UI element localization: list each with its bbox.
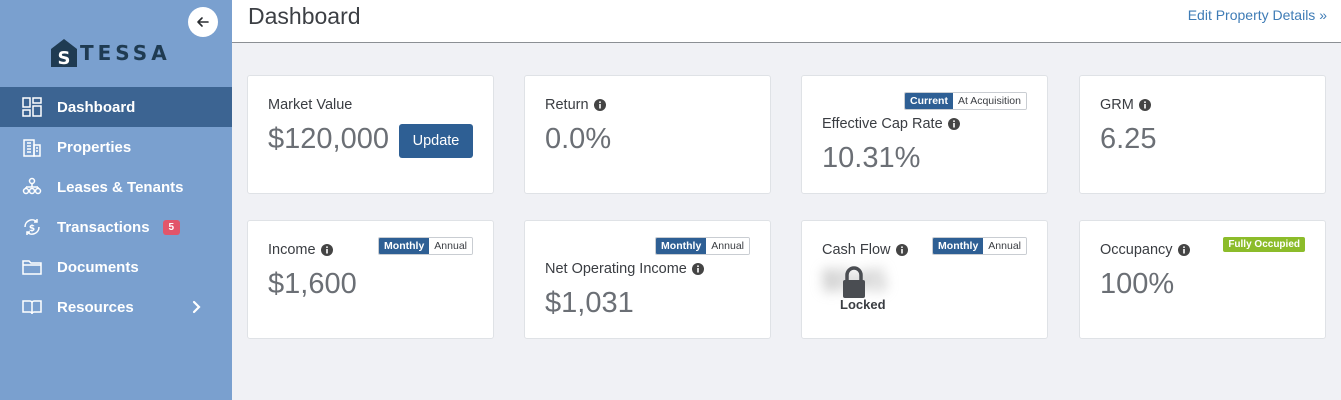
house-logo-icon: S (50, 38, 78, 69)
income-value: $1,600 (268, 268, 357, 300)
grm-value: 6.25 (1100, 123, 1157, 155)
info-icon[interactable] (320, 244, 333, 256)
toggle-monthly[interactable]: Monthly (656, 238, 707, 254)
card-label: Income (268, 242, 316, 258)
sidebar-item-label: Dashboard (57, 98, 136, 116)
transactions-count-badge: 5 (162, 219, 181, 235)
market-value: $120,000 (268, 123, 389, 155)
locked-label: Locked (840, 297, 886, 312)
folder-icon (21, 256, 43, 278)
page-header: Dashboard Edit Property Details » (232, 0, 1341, 43)
occupancy-card: Occupancy Fully Occupied 100% (1079, 220, 1326, 339)
card-label: Cash Flow (822, 242, 891, 258)
info-icon[interactable] (1138, 99, 1151, 111)
lock-icon (843, 266, 865, 298)
toggle-annual[interactable]: Annual (429, 238, 472, 254)
noi-value: $1,031 (545, 287, 634, 319)
return-card: Return 0.0% (524, 75, 771, 194)
market-value-card: Market Value $120,000 Update (247, 75, 494, 194)
chevron-right-icon (192, 300, 201, 314)
sidebar-item-dashboard[interactable]: Dashboard (0, 87, 232, 127)
return-value: 0.0% (545, 123, 612, 155)
sidebar-item-label: Leases & Tenants (57, 178, 184, 196)
sidebar-item-leases-tenants[interactable]: Leases & Tenants (0, 167, 232, 207)
current-acquisition-toggle: Current At Acquisition (904, 92, 1027, 110)
card-label: Effective Cap Rate (822, 116, 943, 132)
card-label: GRM (1100, 97, 1134, 113)
svg-text:$: $ (29, 224, 35, 234)
sidebar-item-properties[interactable]: Properties (0, 127, 232, 167)
cash-flow-card: Cash Flow Monthly Annual $545 Locked (801, 220, 1048, 339)
info-icon[interactable] (947, 118, 960, 130)
cap-rate-value: 10.31% (822, 142, 921, 174)
cap-rate-card: Current At Acquisition Effective Cap Rat… (801, 75, 1048, 194)
sidebar-item-label: Transactions (57, 218, 150, 236)
card-label-row: Income (268, 242, 333, 258)
building-icon (21, 136, 43, 158)
sidebar-item-label: Resources (57, 298, 134, 316)
card-label-row: GRM (1100, 97, 1151, 113)
monthly-annual-toggle: Monthly Annual (932, 237, 1027, 255)
logo-text: TESSA (80, 41, 171, 65)
arrow-left-icon (197, 17, 209, 27)
sidebar-item-transactions[interactable]: $ Transactions 5 (0, 207, 232, 247)
people-tree-icon (21, 176, 43, 198)
dashboard-icon (21, 96, 43, 118)
sidebar-item-label: Documents (57, 258, 139, 276)
toggle-monthly[interactable]: Monthly (933, 238, 984, 254)
occupancy-value: 100% (1100, 268, 1175, 300)
card-label-row: Cash Flow (822, 242, 908, 258)
sidebar-item-resources[interactable]: Resources (0, 287, 232, 327)
toggle-current[interactable]: Current (905, 93, 953, 109)
sidebar-item-documents[interactable]: Documents (0, 247, 232, 287)
toggle-monthly[interactable]: Monthly (379, 238, 430, 254)
card-label-row: Net Operating Income (545, 261, 704, 277)
card-label-row: Occupancy (1100, 242, 1190, 258)
card-label: Market Value (268, 97, 353, 113)
sidebar: S TESSA Dashboard Properties Leases & Te… (0, 0, 232, 400)
update-button[interactable]: Update (399, 124, 473, 158)
toggle-at-acquisition[interactable]: At Acquisition (952, 93, 1026, 109)
sidebar-nav: Dashboard Properties Leases & Tenants $ … (0, 87, 232, 327)
fully-occupied-badge: Fully Occupied (1223, 237, 1305, 252)
book-icon (21, 296, 43, 318)
grm-card: GRM 6.25 (1079, 75, 1326, 194)
dollar-cycle-icon: $ (21, 216, 43, 238)
card-label: Return (545, 97, 589, 113)
card-label: Net Operating Income (545, 261, 687, 277)
info-icon[interactable] (895, 244, 908, 256)
noi-card: Monthly Annual Net Operating Income $1,0… (524, 220, 771, 339)
toggle-annual[interactable]: Annual (706, 238, 749, 254)
info-icon[interactable] (691, 263, 704, 275)
monthly-annual-toggle: Monthly Annual (378, 237, 473, 255)
toggle-annual[interactable]: Annual (983, 238, 1026, 254)
monthly-annual-toggle: Monthly Annual (655, 237, 750, 255)
stessa-logo[interactable]: S TESSA (50, 38, 171, 69)
card-label-row: Return (545, 97, 606, 113)
card-label: Occupancy (1100, 242, 1173, 258)
edit-property-details-link[interactable]: Edit Property Details » (1187, 7, 1327, 23)
svg-text:S: S (58, 48, 71, 68)
sidebar-item-label: Properties (57, 138, 132, 156)
collapse-sidebar-button[interactable] (188, 7, 218, 37)
card-label-row: Effective Cap Rate (822, 116, 960, 132)
page-title: Dashboard (248, 3, 361, 29)
info-icon[interactable] (593, 99, 606, 111)
income-card: Income Monthly Annual $1,600 (247, 220, 494, 339)
info-icon[interactable] (1177, 244, 1190, 256)
